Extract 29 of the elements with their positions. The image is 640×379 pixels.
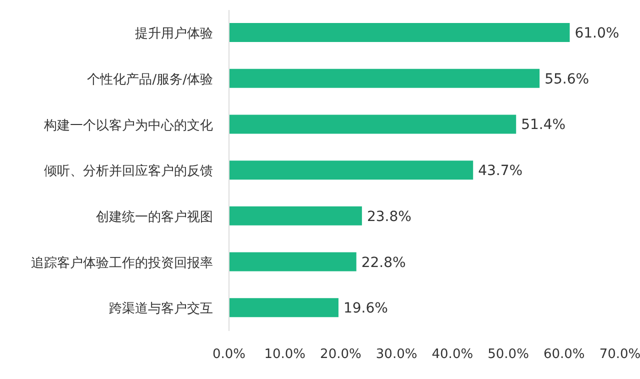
data-label: 22.8% [361, 254, 406, 271]
y-tick-label: 创建统一的客户视图 [96, 208, 213, 225]
bar [229, 206, 362, 226]
data-label: 55.6% [544, 71, 590, 88]
data-label: 19.6% [343, 300, 388, 317]
data-label: 51.4% [521, 117, 566, 134]
x-tick-label: 10.0% [264, 347, 306, 362]
y-tick-label: 跨渠道与客户交互 [109, 300, 213, 317]
bar [229, 114, 516, 134]
x-tick-label: 0.0% [212, 347, 246, 362]
x-tick-label: 20.0% [320, 347, 362, 362]
y-tick-label: 个性化产品/服务/体验 [87, 72, 213, 88]
x-tick-label: 50.0% [488, 347, 529, 362]
bar [229, 252, 356, 272]
bar [229, 298, 338, 318]
x-tick-label: 40.0% [432, 347, 474, 362]
bar [229, 68, 540, 88]
data-label: 23.8% [366, 208, 412, 225]
y-tick-label: 倾听、分析并回应客户的反馈 [44, 163, 213, 180]
data-label: 61.0% [574, 25, 620, 42]
bar [229, 160, 474, 180]
y-tick-label: 提升用户体验 [135, 26, 213, 42]
x-tick-label: 70.0% [599, 347, 640, 362]
y-tick-label: 追踪客户体验工作的投资回报率 [31, 254, 213, 271]
x-tick-label: 30.0% [376, 347, 418, 362]
bar [229, 23, 570, 42]
y-tick-label: 构建一个以客户为中心的文化 [43, 117, 213, 134]
x-tick-label: 60.0% [543, 347, 585, 362]
data-label: 43.7% [478, 163, 523, 180]
